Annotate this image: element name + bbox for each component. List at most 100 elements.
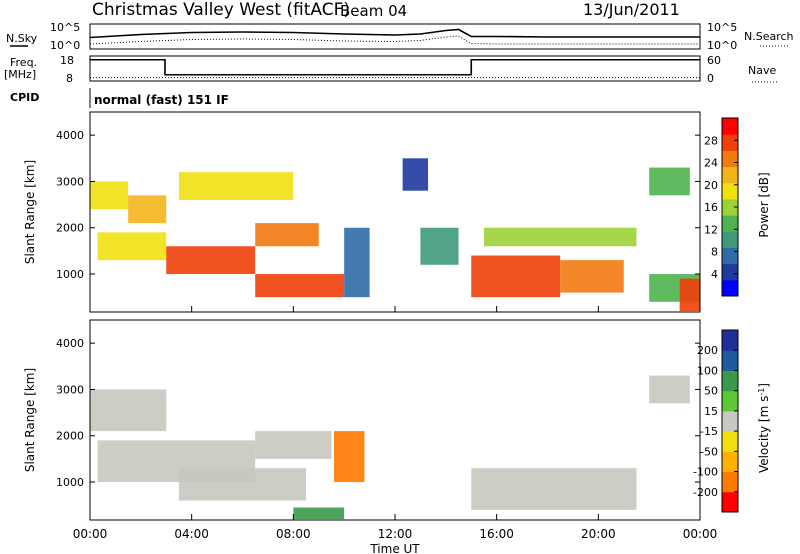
velocity-region-5 [471,468,637,510]
velocity-bar-label-6: -100 [693,466,718,479]
velocity-bar-label-end: ] [757,383,771,388]
power-y-ticks: 1000 2000 3000 4000 [56,129,700,281]
power-bar-label: Power [dB] [757,172,771,237]
velocity-bar-segment-0 [722,491,738,513]
power-bar-label-2: 12 [704,223,718,236]
power-ylabel: Slant Range [km] [23,160,37,264]
freq-line [90,58,700,76]
power-ytick-label-0: 1000 [56,268,84,281]
velocity-region-2 [178,468,307,501]
freq-panel-frame [89,55,701,82]
power-region-11 [560,260,624,293]
power-bar-segment-4 [722,215,738,232]
beam-label: Beam 04 [340,2,407,20]
xtick-label-5: 20:00 [581,527,616,541]
xtick-label-1: 04:00 [174,527,209,541]
velocity-bar-label-2: 50 [704,385,718,398]
velocity-bar-label-1: 100 [697,364,718,377]
velocity-bar-label-4: -15 [700,425,718,438]
power-bar-segment-10 [722,118,738,135]
power-region-13 [649,167,690,196]
time-axis-ticks: 00:00 04:00 08:00 12:00 16:00 20:00 00:00 [73,306,717,541]
power-region-3 [166,246,256,275]
velocity-bar-segment-5 [722,390,738,412]
xtick-label-3: 12:00 [378,527,413,541]
velocity-bar-segment-7 [722,350,738,371]
velocity-y-ticks: 1000 2000 3000 4000 [56,337,700,489]
noise-tick-left-top: 10^5 [50,21,80,34]
velocity-bar-frame [721,329,739,513]
power-bar-segment-2 [722,247,738,265]
power-bar-segment-1 [722,263,738,281]
freq-tick-bottom: 8 [66,72,73,85]
noise-tick-left-bottom: 10^0 [50,39,80,52]
nave-label: Nave [748,64,776,77]
noise-tick-right-bottom: 10^0 [707,39,737,52]
xlabel: Time UT [369,542,420,554]
velocity-bar-label-sup: -1 [757,388,766,396]
velocity-region-7 [293,507,345,520]
velocity-ytick-label-1: 2000 [56,430,84,443]
velocity-ytick-label-3: 4000 [56,337,84,350]
power-region-8 [402,158,429,191]
noise-tick-right-top: 10^5 [707,21,737,34]
freq-tick-top: 18 [60,54,74,67]
velocity-region-4 [334,431,365,483]
velocity-bar-segment-4 [722,410,738,432]
nsky-label: N.Sky [6,32,38,45]
power-bar-segment-7 [722,166,738,184]
power-bar-segment-3 [722,231,738,248]
xtick-label-4: 16:00 [479,527,514,541]
power-bar-segment-9 [722,134,738,151]
power-bar-segment-6 [722,182,738,200]
power-region-12 [483,227,637,247]
cpid-text: normal (fast) 151 IF [94,93,229,107]
power-ytick-label-1: 2000 [56,222,84,235]
power-region-15 [679,278,700,312]
velocity-region-6 [649,375,690,404]
velocity-ytick-label-2: 3000 [56,383,84,396]
power-ytick-label-2: 3000 [56,175,84,188]
velocity-colorbar: 200 100 50 15 -15 -50 -100 -200 [693,329,739,513]
power-bar-label-0: 4 [711,268,718,281]
velocity-bar-label-5: -50 [700,445,718,458]
freq-label: Freq. [10,56,37,69]
velocity-bar-segment-2 [722,451,738,473]
freq-unit-label: [MHz] [4,68,36,81]
nsearch-label: N.Search [744,30,794,43]
velocity-bar-segment-8 [722,330,738,351]
nave-tick-top: 60 [707,54,721,67]
power-bar-label-4: 20 [704,179,718,192]
velocity-bar-label: Velocity [m s-1] [757,383,771,473]
cpid-label: CPID [10,91,39,104]
nave-tick-bottom: 0 [707,72,714,85]
velocity-bar-label-main: Velocity [m s [757,396,771,473]
velocity-bar-label-0: 200 [697,344,718,357]
date-label: 13/Jun/2011 [583,0,680,19]
power-region-5 [255,274,345,298]
power-bar-segment-0 [722,279,738,297]
power-region-6 [178,172,294,200]
power-bar-label-5: 24 [704,157,718,170]
velocity-bar-label-3: 15 [704,405,718,418]
power-region-0 [90,181,129,210]
power-region-9 [420,227,459,265]
velocity-bar-segment-1 [722,471,738,493]
velocity-ylabel: Slant Range [km] [23,368,37,472]
power-region-1 [128,195,167,224]
power-region-10 [471,255,561,298]
nsky-line [89,28,700,39]
velocity-ytick-label-0: 1000 [56,476,84,489]
velocity-bar-label-7: -200 [693,486,718,499]
power-bar-segment-8 [722,150,738,168]
xtick-label-2: 08:00 [276,527,311,541]
velocity-region-0 [90,389,167,432]
power-region-7 [344,227,370,298]
velocity-region-3 [255,431,332,459]
power-bar-label-3: 16 [704,201,718,214]
power-colorbar: 4 8 12 16 20 24 28 [704,117,739,297]
power-bar-label-1: 8 [711,246,718,259]
power-heatmap [90,158,700,312]
station-title: Christmas Valley West (fitACF) [92,0,350,20]
